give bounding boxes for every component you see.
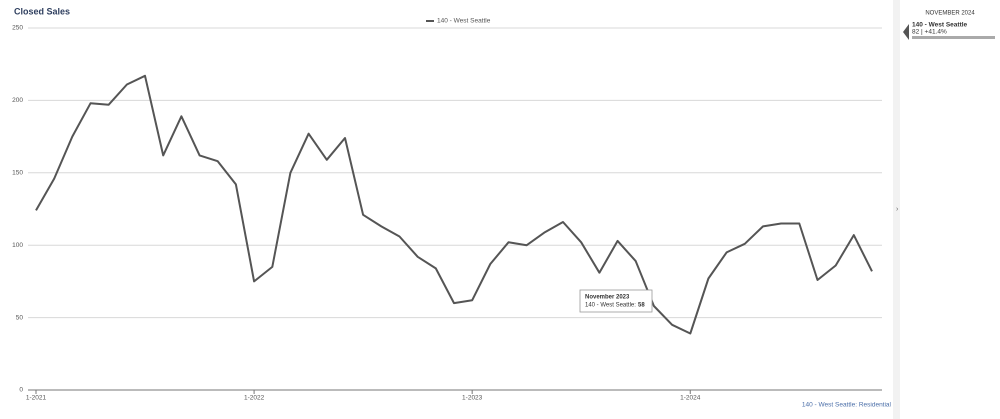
panel-divider[interactable] <box>893 0 900 419</box>
x-tick-label: 1-2022 <box>244 395 265 402</box>
y-tick-label: 250 <box>12 25 23 32</box>
chart-title: Closed Sales <box>14 6 70 16</box>
plot: 0 50 100 150 200 250 1-2021 1-2022 1-2023 1-2024 <box>12 25 882 402</box>
y-tick-label: 150 <box>12 170 23 177</box>
side-panel <box>900 0 1000 419</box>
tooltip-label: 140 - West Seattle: <box>585 303 636 309</box>
y-tick-label: 200 <box>12 97 23 104</box>
y-tick-label: 0 <box>19 387 23 394</box>
series-line <box>35 74 873 335</box>
panel-marker <box>903 24 909 40</box>
collapse-arrow[interactable]: › <box>896 206 899 213</box>
tooltip: November 2023 140 - West Seattle: 58 <box>579 289 653 313</box>
panel-bar <box>912 36 995 39</box>
legend: 140 - West Seattle <box>426 18 491 25</box>
tooltip-value: 58 <box>638 303 645 309</box>
y-tick-label: 100 <box>12 242 23 249</box>
tooltip-title: November 2023 <box>585 295 630 301</box>
panel-header: NOVEMBER 2024 <box>925 11 975 17</box>
x-tick-label: 1-2021 <box>26 395 47 402</box>
tooltip-box <box>579 289 653 313</box>
legend-label: 140 - West Seattle <box>437 18 491 25</box>
x-tick-label: 1-2023 <box>462 395 483 402</box>
panel-series-name[interactable]: 140 - West Seattle <box>912 22 968 29</box>
y-tick-label: 50 <box>16 314 24 321</box>
x-tick-label: 1-2024 <box>680 395 701 402</box>
source-label: 140 - West Seattle: Residential <box>802 402 892 409</box>
panel-summary: 82 | +41.4% <box>912 29 947 36</box>
